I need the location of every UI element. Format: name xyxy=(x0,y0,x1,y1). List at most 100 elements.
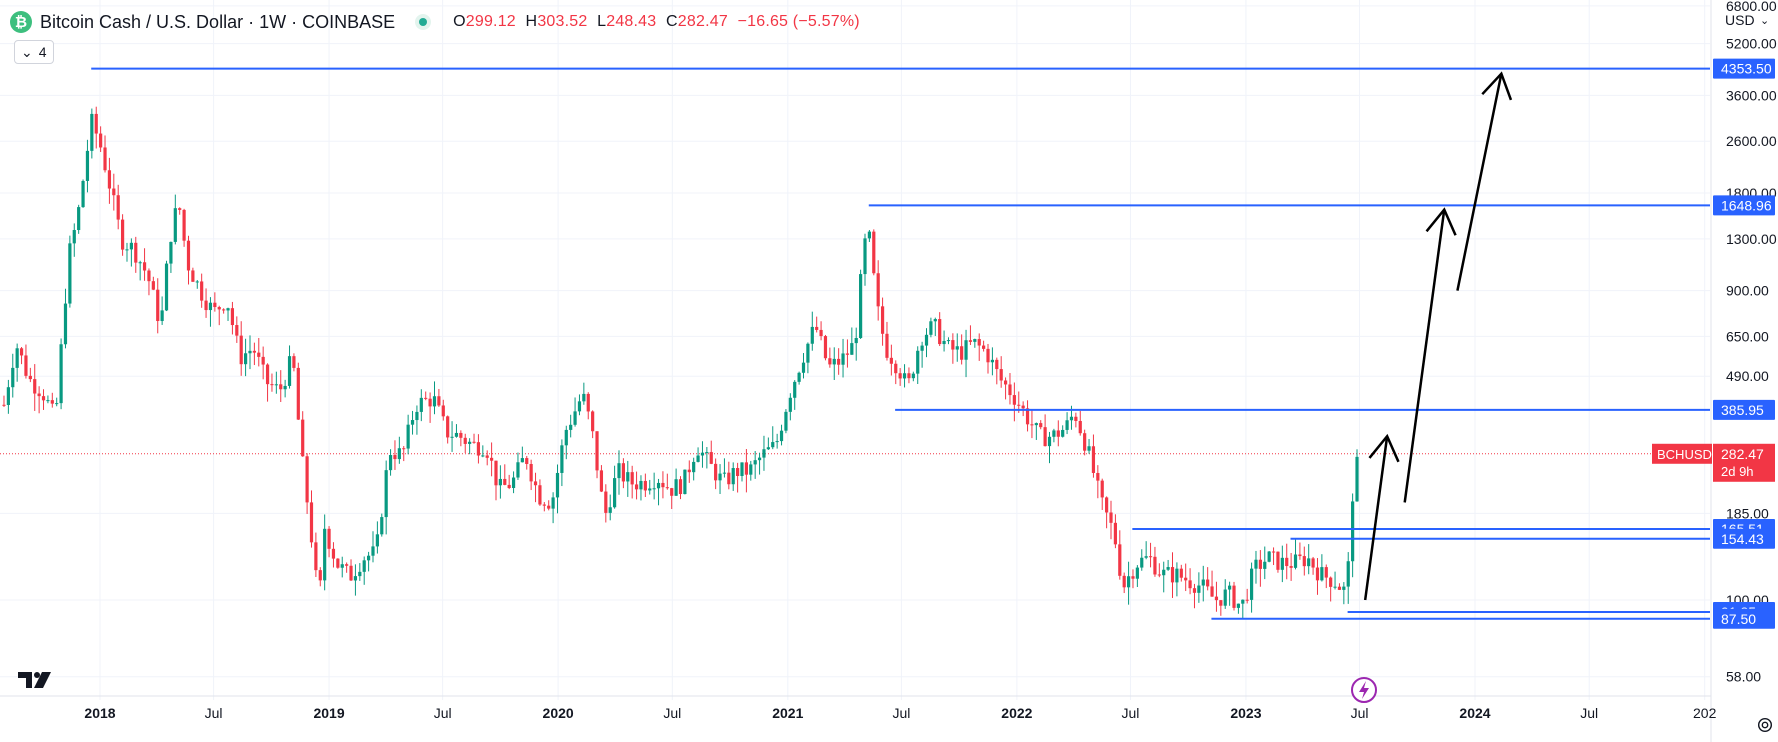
candle xyxy=(1043,414,1047,447)
candle-body xyxy=(955,346,959,350)
candle xyxy=(252,342,256,366)
candle xyxy=(757,452,762,475)
candle xyxy=(41,389,46,410)
candle xyxy=(1100,478,1104,510)
candle xyxy=(656,478,661,506)
candle-body xyxy=(6,387,10,405)
candle-body xyxy=(1131,576,1135,579)
candle-body xyxy=(217,307,221,310)
candle xyxy=(815,316,819,333)
candle xyxy=(529,459,533,491)
candle-body xyxy=(59,344,63,404)
symbol-title[interactable]: Bitcoin Cash / U.S. Dollar · 1W · COINBA… xyxy=(40,11,396,32)
candle xyxy=(358,563,362,581)
candle xyxy=(432,381,437,415)
time-tick-label: 202 xyxy=(1693,705,1717,721)
candle-body xyxy=(279,384,283,390)
candle-body xyxy=(692,461,696,473)
candle-body xyxy=(151,281,155,290)
candle-body xyxy=(37,393,41,397)
candle-body xyxy=(428,398,432,407)
candle-body xyxy=(1025,408,1030,425)
level-price-tag-bg xyxy=(1713,58,1775,79)
candle-body xyxy=(265,364,270,385)
candle-body xyxy=(1074,416,1078,421)
candle xyxy=(270,373,274,392)
current-price-tag: 282.47 2d 9h xyxy=(1713,443,1775,482)
level-price-tag-text: 385.95 xyxy=(1721,402,1764,418)
candle xyxy=(955,333,959,362)
candle xyxy=(929,317,933,338)
candle xyxy=(1030,409,1034,439)
candle xyxy=(217,305,221,326)
candle xyxy=(1263,546,1267,580)
candle xyxy=(397,436,401,464)
candle-body xyxy=(1289,566,1293,568)
candle xyxy=(1126,561,1131,605)
candle-body xyxy=(353,576,358,581)
candle xyxy=(617,450,621,495)
chevron-down-icon[interactable]: ⌄ xyxy=(1760,15,1770,27)
candle-body xyxy=(1293,554,1298,568)
candle-body xyxy=(604,491,608,513)
candle-body xyxy=(366,555,371,561)
tradingview-logo[interactable] xyxy=(18,670,56,690)
price-tick-label: 5200.00 xyxy=(1726,36,1777,52)
candle xyxy=(428,392,432,423)
candle-body xyxy=(1034,423,1038,426)
arrow-shaft xyxy=(1456,73,1503,291)
market-status-icon[interactable] xyxy=(415,14,432,30)
candle-body xyxy=(1021,405,1025,409)
candle-body xyxy=(503,478,507,485)
candle-body xyxy=(11,367,15,388)
candle xyxy=(327,526,331,558)
candle xyxy=(1346,552,1350,604)
candle-body xyxy=(1153,556,1157,575)
candle xyxy=(1315,558,1320,595)
candle xyxy=(1219,600,1223,616)
candle xyxy=(1206,567,1210,591)
currency-selector[interactable]: USD xyxy=(1725,12,1755,28)
candle xyxy=(520,446,524,463)
candle xyxy=(793,380,797,410)
candle-body xyxy=(1175,568,1179,583)
candle xyxy=(37,386,41,414)
candle xyxy=(511,471,516,494)
candle-body xyxy=(494,460,498,486)
candle-body xyxy=(261,356,265,365)
candle xyxy=(147,268,151,296)
candle-body xyxy=(595,431,599,471)
candle-body xyxy=(1065,420,1069,430)
time-tick-label: Jul xyxy=(1351,705,1369,721)
candle xyxy=(867,229,871,243)
candle-body xyxy=(257,352,261,357)
gear-icon[interactable] xyxy=(1756,716,1774,734)
candle xyxy=(1025,400,1030,432)
candle-body xyxy=(797,372,801,382)
candle-body xyxy=(938,319,942,345)
candle-body xyxy=(538,485,542,505)
candle xyxy=(415,405,419,435)
candle-body xyxy=(450,436,454,438)
candle xyxy=(1201,565,1205,602)
candle-body xyxy=(419,397,423,412)
candle xyxy=(1065,412,1069,435)
candle-body xyxy=(586,393,590,412)
candle xyxy=(1096,465,1100,499)
price-tick-label: 6800.00 xyxy=(1726,0,1777,14)
candle-body xyxy=(942,340,946,345)
candle-body xyxy=(1307,558,1311,567)
candle xyxy=(643,473,647,498)
candle-body xyxy=(388,455,393,471)
candle-body xyxy=(468,441,472,444)
candle-body xyxy=(1047,436,1052,447)
candle xyxy=(24,344,28,379)
candle-body xyxy=(999,369,1003,381)
symbol-tag-text: BCHUSD xyxy=(1657,447,1712,462)
candle-body xyxy=(1311,558,1315,568)
candle xyxy=(178,207,182,215)
indicators-toggle-button[interactable]: ⌄ 4 xyxy=(14,40,54,64)
candle xyxy=(318,567,322,587)
candle-body xyxy=(208,302,213,311)
